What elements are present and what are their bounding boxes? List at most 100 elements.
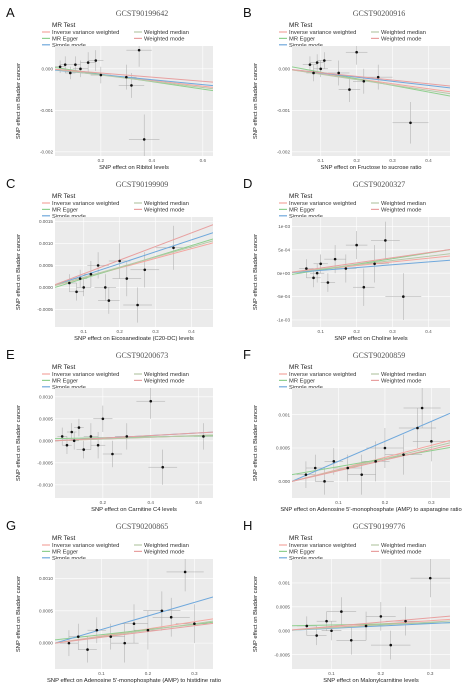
legend-label: Inverse variance weighted: [289, 30, 356, 36]
data-point: [68, 281, 71, 285]
data-point: [402, 295, 405, 298]
legend-label: MR Egger: [289, 36, 315, 42]
data-point: [132, 622, 136, 626]
legend-title: MR Test: [289, 535, 313, 542]
legend-label: Inverse variance weighted: [52, 30, 119, 36]
plot-background: [55, 388, 213, 498]
plot-data: [292, 388, 450, 495]
x-tick-label: 0.6: [200, 158, 207, 163]
legend-label: Weighted median: [144, 372, 189, 378]
y-axis-label: SNP effect on Bladder cancer: [16, 576, 22, 652]
legend-title: MR Test: [52, 535, 76, 542]
fit-line: [292, 259, 450, 274]
legend-label: Simple mode: [289, 385, 323, 391]
data-point: [420, 406, 424, 410]
x-axis-label: SNP effect on Malonylcarnitine levels: [323, 678, 419, 684]
data-point: [130, 84, 133, 87]
data-point: [79, 67, 82, 71]
legend-label: Weighted mode: [144, 36, 185, 42]
data-point: [332, 460, 336, 463]
x-axis-label: SNP effect on Carnitine C4 levels: [91, 507, 177, 513]
fit-line: [292, 69, 450, 87]
fit-line: [292, 69, 450, 95]
data-point: [364, 624, 368, 628]
legend-label: MR Egger: [289, 207, 315, 213]
y-axis-label: SNP effect on Bladder cancer: [16, 234, 22, 310]
legend-label: Weighted median: [381, 372, 426, 378]
x-tick-label: 0.6: [195, 500, 202, 505]
data-point: [96, 443, 100, 447]
y-tick-label: 0.0005: [39, 263, 53, 268]
y-tick-label: -0.0005: [37, 460, 53, 465]
data-point: [319, 262, 323, 266]
panel-letter: B: [243, 5, 252, 20]
x-tick-label: 0.3: [427, 671, 434, 676]
data-point: [183, 570, 187, 574]
data-point: [99, 73, 103, 77]
data-point: [169, 615, 173, 619]
data-point: [193, 622, 196, 626]
legend-label: Simple mode: [289, 214, 323, 220]
y-tick-label: 0.0000: [39, 438, 53, 443]
data-point: [409, 121, 412, 125]
x-tick-label: 0.1: [335, 500, 342, 505]
y-axis-label: SNP effect on Bladder cancer: [16, 63, 22, 139]
x-tick-label: 0.1: [81, 329, 88, 334]
plot-data: [55, 388, 213, 485]
y-tick-label: 0.0005: [39, 416, 53, 421]
y-tick-label: 0.000: [42, 66, 54, 71]
legend-label: Weighted median: [381, 30, 426, 36]
x-tick-label: 0.2: [98, 158, 105, 163]
data-point: [384, 239, 387, 242]
legend-label: Inverse variance weighted: [289, 372, 356, 378]
y-tick-label: -0.0005: [274, 652, 290, 657]
x-tick-label: 0.4: [149, 158, 156, 163]
y-axis-label: SNP effect on Bladder cancer: [253, 576, 259, 652]
data-point: [89, 435, 93, 438]
legend-label: MR Egger: [289, 378, 315, 384]
plot-background: [292, 46, 450, 156]
data-point: [404, 619, 407, 623]
y-tick-label: -0.0005: [37, 307, 53, 312]
plot-data: [55, 46, 213, 156]
data-point: [86, 648, 89, 651]
x-tick-label: 0.4: [148, 500, 155, 505]
panel-title: GCST90200865: [116, 522, 168, 531]
x-tick-label: 0.3: [428, 500, 435, 505]
data-point: [137, 48, 141, 52]
legend-title: MR Test: [289, 364, 313, 371]
x-axis-label: SNP effect on Adenosine 5'-monophosphate…: [280, 507, 461, 513]
data-point: [118, 259, 121, 263]
data-point: [95, 628, 99, 632]
fit-line: [292, 620, 450, 631]
data-point: [123, 641, 127, 645]
plot-background: [292, 217, 450, 327]
data-point: [346, 466, 350, 470]
x-tick-label: 0.1: [318, 158, 325, 163]
y-axis-label: SNP effect on Bladder cancer: [16, 405, 22, 481]
data-point: [142, 138, 146, 141]
x-tick-label: 0.2: [116, 329, 123, 334]
legend-label: MR Egger: [52, 549, 78, 555]
data-point: [340, 610, 343, 613]
panel-letter: A: [6, 5, 15, 20]
data-point: [362, 79, 366, 83]
legend-label: Weighted mode: [381, 378, 422, 384]
y-tick-label: 0.0015: [39, 219, 53, 224]
plot-data: [292, 46, 450, 144]
data-point: [63, 63, 67, 66]
y-axis-label: SNP effect on Bladder cancer: [253, 234, 259, 310]
plot-data: [292, 559, 450, 660]
data-point: [101, 417, 105, 421]
x-tick-label: 0.3: [389, 158, 396, 163]
data-point: [313, 466, 317, 470]
y-tick-label: -0.001: [40, 108, 53, 113]
y-tick-label: -0.002: [40, 149, 53, 154]
data-point: [89, 272, 93, 276]
y-tick-label: 0.0010: [39, 394, 53, 399]
